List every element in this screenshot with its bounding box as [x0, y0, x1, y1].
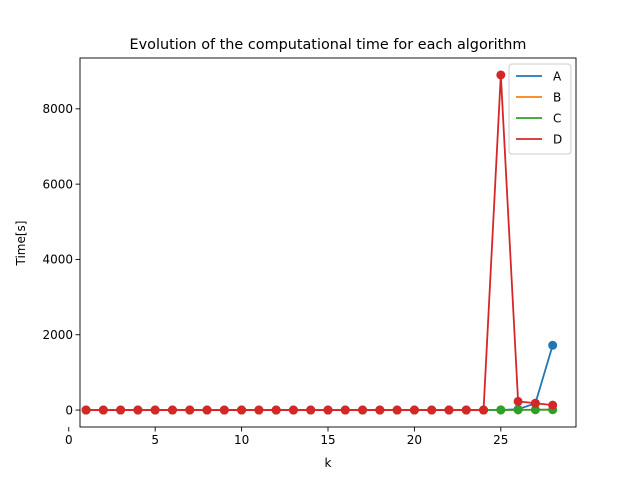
y-tick-label: 6000 [42, 177, 73, 191]
data-point-C [496, 405, 506, 415]
data-point-D [150, 405, 160, 415]
data-point-A [548, 340, 558, 350]
data-point-D [461, 405, 471, 415]
x-tick-label: 10 [234, 433, 249, 447]
data-point-C [513, 405, 523, 415]
x-tick-label: 20 [407, 433, 422, 447]
x-axis-label: k [325, 456, 332, 470]
data-point-D [288, 405, 298, 415]
data-point-D [202, 405, 212, 415]
data-point-D [185, 405, 195, 415]
data-point-D [479, 405, 489, 415]
data-point-D [496, 70, 506, 80]
data-point-D [548, 400, 558, 410]
data-point-D [513, 396, 523, 406]
y-axis-label: Time[s] [14, 221, 28, 267]
data-point-C [530, 405, 540, 415]
series-line-D [86, 74, 553, 411]
y-tick-label: 0 [65, 403, 73, 417]
data-point-D [167, 405, 177, 415]
x-tick-label: 5 [151, 433, 159, 447]
x-tick-label: 0 [65, 433, 73, 447]
chart-title: Evolution of the computational time for … [130, 37, 527, 53]
x-tick-label: 25 [493, 433, 508, 447]
data-point-D [271, 405, 281, 415]
y-tick-label: 4000 [42, 253, 73, 267]
data-point-D [340, 405, 350, 415]
data-point-D [306, 405, 316, 415]
data-point-D [392, 405, 402, 415]
series-line-A [86, 345, 554, 411]
legend-label-B: B [553, 90, 561, 104]
y-tick-label: 2000 [42, 328, 73, 342]
data-point-D [530, 398, 540, 408]
data-point-D [98, 405, 108, 415]
data-point-D [81, 405, 91, 415]
legend-label-A: A [553, 69, 562, 83]
data-point-D [237, 405, 247, 415]
legend-label-C: C [553, 111, 561, 125]
data-point-D [116, 405, 126, 415]
data-point-D [444, 405, 454, 415]
series-D-group [81, 70, 558, 415]
data-point-D [254, 405, 264, 415]
x-tick-label: 15 [320, 433, 335, 447]
legend-box [508, 63, 572, 155]
plot-frame [79, 57, 577, 428]
legend-label-D: D [553, 132, 562, 146]
data-point-D [133, 405, 143, 415]
y-tick-label: 8000 [42, 102, 73, 116]
data-point-D [375, 405, 385, 415]
data-point-D [409, 405, 419, 415]
data-point-D [427, 405, 437, 415]
data-point-D [323, 405, 333, 415]
data-point-D [219, 405, 229, 415]
data-point-D [358, 405, 368, 415]
